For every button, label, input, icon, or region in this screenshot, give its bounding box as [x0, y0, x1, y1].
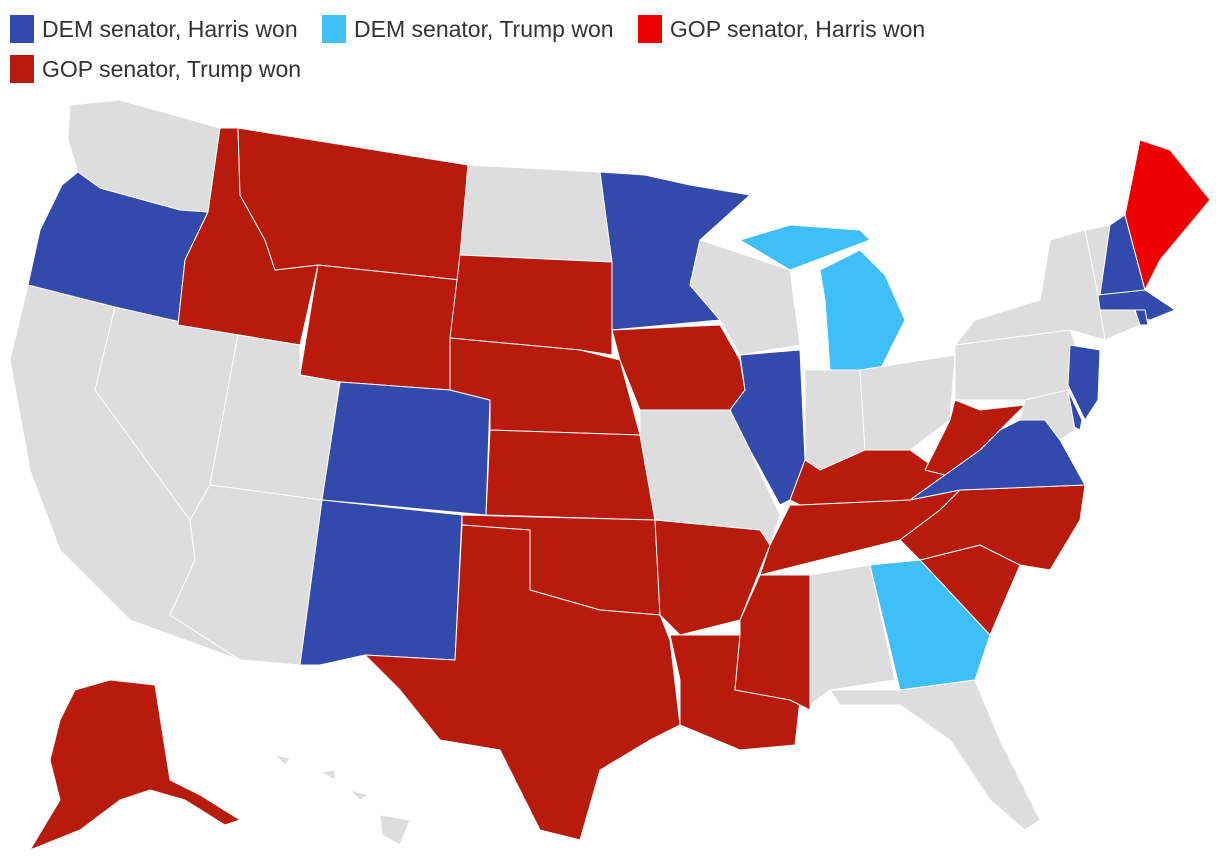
state-tx[interactable] [364, 524, 681, 841]
state-nj[interactable] [1067, 344, 1101, 421]
state-hi[interactable] [274, 754, 411, 846]
legend-swatch [637, 15, 662, 43]
legend-item-dem-trump: DEM senator, Trump won [322, 12, 614, 46]
state-ct[interactable] [1099, 309, 1141, 341]
legend-label: DEM senator, Harris won [42, 16, 298, 42]
state-md[interactable] [1019, 389, 1076, 441]
state-mi[interactable] [739, 224, 906, 371]
legend-label: GOP senator, Harris won [669, 16, 926, 42]
state-al[interactable] [809, 564, 896, 706]
state-nc[interactable] [899, 484, 1086, 571]
legend-swatch [10, 55, 34, 83]
state-ia[interactable] [611, 324, 746, 411]
legend-label: GOP senator, Trump won [42, 56, 302, 82]
state-il[interactable] [729, 349, 806, 506]
state-fl[interactable] [829, 679, 1041, 831]
state-ms[interactable] [734, 574, 811, 711]
state-nm[interactable] [299, 499, 463, 666]
state-ri[interactable] [1134, 309, 1149, 326]
state-mt[interactable] [237, 127, 469, 281]
legend-item-dem-harris: DEM senator, Harris won [10, 12, 298, 46]
state-ny[interactable] [954, 229, 1106, 346]
legend-swatch [322, 15, 347, 43]
state-ga[interactable] [869, 559, 991, 691]
state-ak[interactable] [29, 679, 241, 851]
legend-label: DEM senator, Trump won [354, 16, 614, 42]
state-wv[interactable] [924, 399, 1026, 476]
state-nd[interactable] [459, 164, 613, 263]
legend-item-gop-harris: GOP senator, Harris won [637, 12, 926, 46]
legend-swatch [10, 15, 34, 43]
state-oh[interactable] [859, 354, 956, 451]
state-wy[interactable] [299, 264, 461, 391]
legend-item-gop-trump: GOP senator, Trump won [10, 52, 301, 86]
legend: DEM senator, Harris won DEM senator, Tru… [10, 12, 1215, 92]
state-ks[interactable] [485, 429, 656, 521]
state-co[interactable] [321, 381, 491, 516]
state-sd[interactable] [449, 254, 613, 356]
